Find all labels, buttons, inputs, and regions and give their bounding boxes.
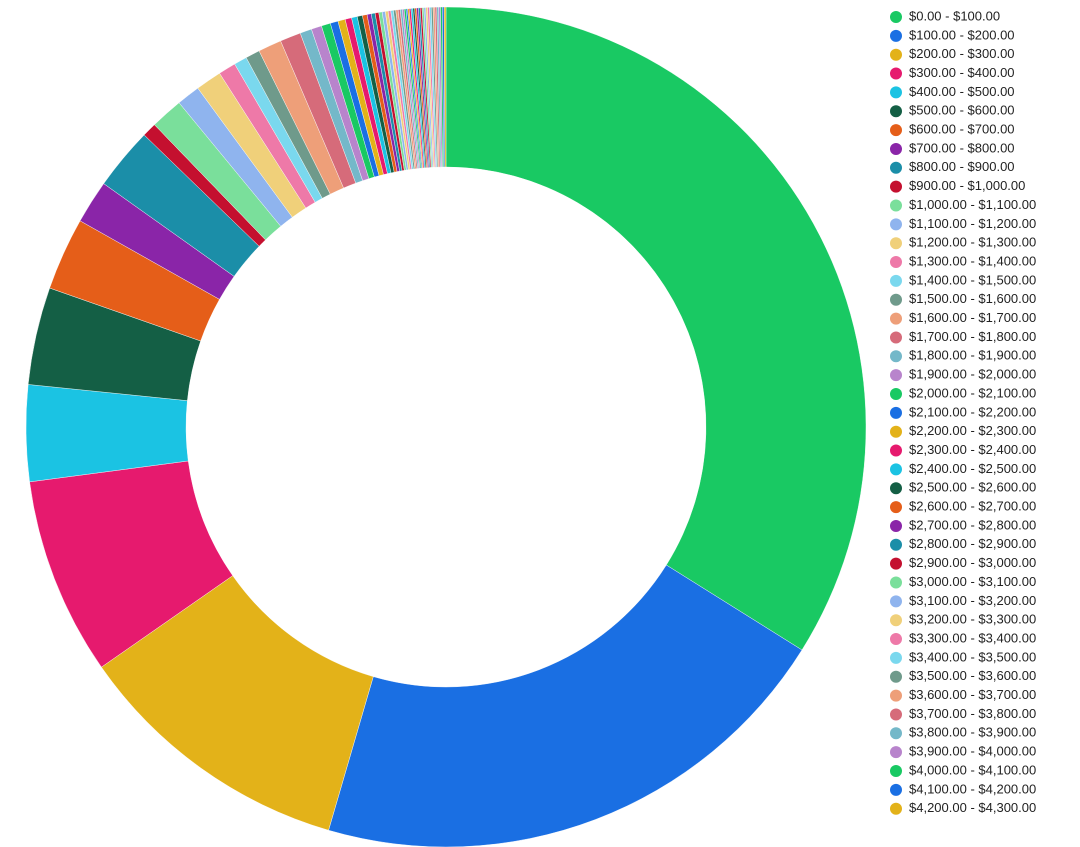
- legend-label[interactable]: $700.00 - $800.00: [909, 140, 1015, 155]
- legend-label[interactable]: $3,000.00 - $3,100.00: [909, 574, 1036, 589]
- legend-label[interactable]: $2,900.00 - $3,000.00: [909, 555, 1036, 570]
- legend-marker[interactable]: [890, 444, 902, 457]
- legend-label[interactable]: $100.00 - $200.00: [909, 27, 1015, 42]
- legend-label[interactable]: $4,000.00 - $4,100.00: [909, 762, 1036, 777]
- legend-label[interactable]: $1,400.00 - $1,500.00: [909, 272, 1036, 287]
- legend-marker[interactable]: [890, 388, 902, 400]
- legend-marker[interactable]: [890, 199, 902, 212]
- legend-label[interactable]: $900.00 - $1,000.00: [909, 178, 1025, 193]
- legend-marker[interactable]: [890, 614, 902, 627]
- legend-marker[interactable]: [890, 180, 902, 193]
- legend-marker[interactable]: [890, 689, 902, 702]
- legend-label[interactable]: $3,700.00 - $3,800.00: [909, 706, 1036, 721]
- legend-marker[interactable]: [890, 519, 902, 532]
- legend-label[interactable]: $0.00 - $100.00: [909, 8, 1000, 23]
- legend-marker[interactable]: [890, 105, 902, 118]
- legend-label[interactable]: $1,100.00 - $1,200.00: [909, 216, 1036, 231]
- legend-marker[interactable]: [890, 557, 902, 570]
- legend-marker[interactable]: [890, 29, 902, 42]
- legend-marker[interactable]: [890, 86, 902, 99]
- legend-marker[interactable]: [890, 274, 902, 287]
- legend-label[interactable]: $3,100.00 - $3,200.00: [909, 593, 1036, 608]
- legend-label[interactable]: $3,600.00 - $3,700.00: [909, 687, 1036, 702]
- legend-label[interactable]: $1,200.00 - $1,300.00: [909, 235, 1036, 250]
- legend-label[interactable]: $2,000.00 - $2,100.00: [909, 385, 1036, 400]
- legend-label[interactable]: $3,400.00 - $3,500.00: [909, 649, 1036, 664]
- legend-marker[interactable]: [890, 538, 902, 551]
- legend-marker[interactable]: [890, 67, 902, 80]
- legend-marker[interactable]: [890, 595, 902, 608]
- legend-marker[interactable]: [890, 708, 902, 721]
- legend-label[interactable]: $1,700.00 - $1,800.00: [909, 329, 1036, 344]
- legend-label[interactable]: $400.00 - $500.00: [909, 84, 1015, 99]
- legend-label[interactable]: $2,400.00 - $2,500.00: [909, 461, 1036, 476]
- legend-marker[interactable]: [890, 425, 902, 438]
- legend-label[interactable]: $2,500.00 - $2,600.00: [909, 480, 1036, 495]
- legend-label[interactable]: $2,600.00 - $2,700.00: [909, 499, 1036, 514]
- slice: [445, 6, 867, 651]
- legend-marker[interactable]: [890, 670, 902, 683]
- legend-marker[interactable]: [890, 218, 902, 231]
- legend-label[interactable]: $4,200.00 - $4,300.00: [909, 800, 1036, 815]
- legend-label[interactable]: $1,600.00 - $1,700.00: [909, 310, 1036, 325]
- legend-label[interactable]: $800.00 - $900.00: [909, 159, 1015, 174]
- legend-marker[interactable]: [890, 350, 902, 363]
- legend-marker[interactable]: [890, 237, 902, 250]
- legend-marker[interactable]: [890, 802, 902, 815]
- legend-marker[interactable]: [890, 783, 902, 796]
- legend-label[interactable]: $1,300.00 - $1,400.00: [909, 253, 1036, 268]
- legend-label[interactable]: $2,300.00 - $2,400.00: [909, 442, 1036, 457]
- legend-label[interactable]: $3,300.00 - $3,400.00: [909, 630, 1036, 645]
- legend-label[interactable]: $600.00 - $700.00: [909, 122, 1015, 137]
- legend-marker[interactable]: [890, 369, 902, 382]
- legend-marker[interactable]: [890, 651, 902, 664]
- legend-label[interactable]: $4,100.00 - $4,200.00: [909, 781, 1036, 796]
- legend-label[interactable]: $3,200.00 - $3,300.00: [909, 612, 1036, 627]
- legend-marker[interactable]: [890, 501, 902, 514]
- legend-label[interactable]: $2,700.00 - $2,800.00: [909, 517, 1036, 532]
- legend-marker[interactable]: [890, 124, 902, 137]
- legend-marker[interactable]: [890, 161, 902, 174]
- legend-label[interactable]: $1,900.00 - $2,000.00: [909, 367, 1036, 382]
- legend-label[interactable]: $2,800.00 - $2,900.00: [909, 536, 1036, 551]
- legend-label[interactable]: $3,800.00 - $3,900.00: [909, 725, 1036, 740]
- donut: [25, 6, 867, 847]
- legend-marker[interactable]: [890, 406, 902, 419]
- legend-marker[interactable]: [890, 312, 902, 325]
- legend-marker[interactable]: [890, 293, 902, 306]
- legend-label[interactable]: $1,000.00 - $1,100.00: [909, 197, 1036, 212]
- legend-marker[interactable]: [890, 765, 902, 777]
- legend-marker[interactable]: [890, 633, 902, 646]
- legend: $0.00 - $100.00 $100.00 - $200.00 $200.00 …: [890, 8, 1036, 815]
- legend-marker[interactable]: [890, 727, 902, 740]
- legend-label[interactable]: $3,900.00 - $4,000.00: [909, 744, 1036, 759]
- legend-label[interactable]: $3,500.00 - $3,600.00: [909, 668, 1036, 683]
- legend-label[interactable]: $1,800.00 - $1,900.00: [909, 348, 1036, 363]
- legend-label[interactable]: $2,200.00 - $2,300.00: [909, 423, 1036, 438]
- legend-marker[interactable]: [890, 142, 902, 155]
- legend-marker[interactable]: [890, 331, 902, 344]
- slice: [328, 564, 803, 847]
- legend-marker[interactable]: [890, 576, 902, 589]
- legend-marker[interactable]: [890, 11, 902, 23]
- legend-marker[interactable]: [890, 746, 902, 759]
- legend-label[interactable]: $2,100.00 - $2,200.00: [909, 404, 1036, 419]
- legend-marker[interactable]: [890, 256, 902, 269]
- legend-label[interactable]: $200.00 - $300.00: [909, 46, 1015, 61]
- slice: [443, 6, 447, 168]
- legend-marker[interactable]: [890, 463, 902, 476]
- legend-label[interactable]: $300.00 - $400.00: [909, 65, 1015, 80]
- legend-marker[interactable]: [890, 48, 902, 61]
- legend-marker[interactable]: [890, 482, 902, 495]
- legend-label[interactable]: $500.00 - $600.00: [909, 103, 1015, 118]
- legend-label[interactable]: $1,500.00 - $1,600.00: [909, 291, 1036, 306]
